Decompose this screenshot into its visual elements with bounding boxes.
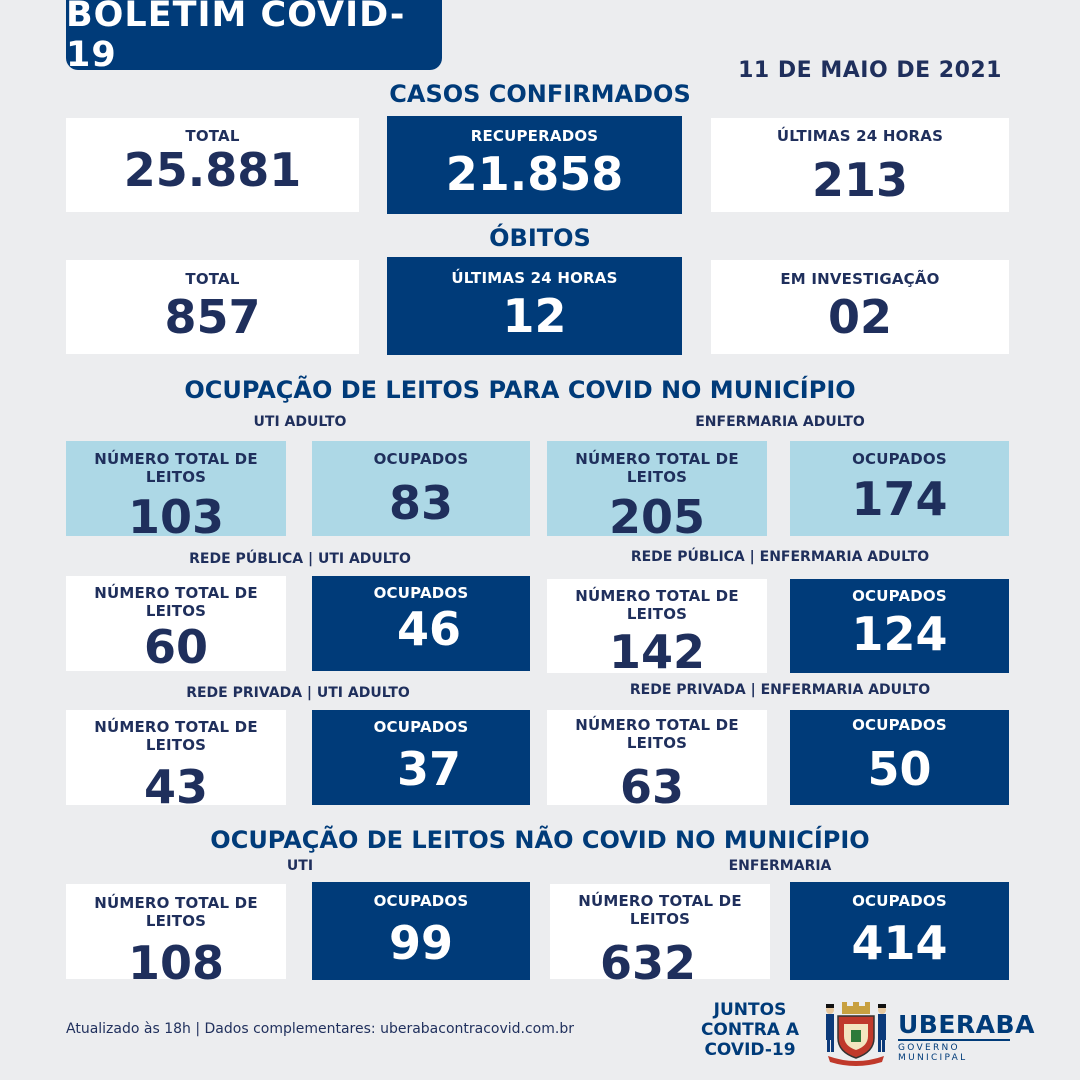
privada-uti-title: REDE PRIVADA | UTI ADULTO bbox=[186, 685, 410, 701]
privada-enf-ocupados-value: 50 bbox=[867, 742, 932, 796]
nao-covid-uti-total-value: 108 bbox=[127, 936, 225, 990]
obitos-investigacao-value: 02 bbox=[827, 290, 892, 344]
obitos-ultimas-value: 12 bbox=[502, 289, 567, 343]
uti-total-card: NÚMERO TOTAL DE LEITOS 103 bbox=[66, 441, 286, 540]
nao-covid-enf-total-value: 632 bbox=[599, 936, 697, 990]
casos-title: CASOS CONFIRMADOS bbox=[389, 80, 691, 108]
publica-uti-ocupados-label: OCUPADOS bbox=[373, 584, 469, 602]
publica-uti-ocupados-card: OCUPADOS 46 bbox=[312, 576, 530, 671]
publica-uti-total-value: 60 bbox=[143, 620, 208, 674]
covid-leitos-title: OCUPAÇÃO DE LEITOS PARA COVID NO MUNICÍP… bbox=[184, 376, 856, 404]
juntos-line-2: CONTRA A bbox=[700, 1020, 800, 1040]
nao-covid-enf-ocupados-label: OCUPADOS bbox=[852, 892, 947, 910]
obitos-total-value: 857 bbox=[164, 290, 261, 344]
casos-recuperados-label: RECUPERADOS bbox=[470, 127, 599, 145]
nao-covid-enf-total-label: NÚMERO TOTAL DE LEITOS bbox=[578, 892, 742, 928]
obitos-ultimas-label: ÚLTIMAS 24 HORAS bbox=[451, 269, 618, 287]
publica-enf-total-card: NÚMERO TOTAL DE LEITOS 142 bbox=[547, 579, 767, 679]
publica-enf-total-value: 142 bbox=[608, 625, 706, 679]
obitos-ultimas-card: ÚLTIMAS 24 HORAS 12 bbox=[387, 257, 682, 355]
publica-enf-ocupados-label: OCUPADOS bbox=[852, 587, 947, 605]
privada-enf-ocupados-label: OCUPADOS bbox=[852, 716, 947, 734]
privada-uti-ocupados-label: OCUPADOS bbox=[373, 718, 469, 736]
nao-covid-uti-title: UTI bbox=[286, 858, 314, 874]
uti-adulto-title: UTI ADULTO bbox=[253, 414, 347, 430]
privada-enf-title: REDE PRIVADA | ENFERMARIA ADULTO bbox=[629, 682, 931, 698]
enf-ocupados-value: 174 bbox=[851, 472, 948, 526]
nao-covid-enf-ocupados-card: OCUPADOS 414 bbox=[790, 882, 1009, 980]
privada-enf-total-card: NÚMERO TOTAL DE LEITOS 63 bbox=[547, 710, 767, 810]
uti-total-label: NÚMERO TOTAL DE LEITOS bbox=[94, 450, 258, 486]
publica-uti-total-label: NÚMERO TOTAL DE LEITOS bbox=[94, 584, 258, 620]
casos-total-label: TOTAL bbox=[185, 127, 240, 145]
casos-recuperados-value: 21.858 bbox=[445, 147, 624, 201]
privada-enf-total-value: 63 bbox=[619, 760, 684, 814]
nao-covid-uti-total-label: NÚMERO TOTAL DE LEITOS bbox=[94, 894, 258, 930]
juntos-line-3: COVID-19 bbox=[704, 1040, 796, 1060]
nao-covid-uti-ocupados-card: OCUPADOS 99 bbox=[312, 882, 530, 980]
bulletin-date: 11 DE MAIO DE 2021 bbox=[738, 58, 1002, 83]
juntos-line-1: JUNTOS bbox=[713, 1000, 787, 1020]
uti-total-value: 103 bbox=[127, 490, 225, 544]
nao-covid-enf-title: ENFERMARIA bbox=[728, 858, 832, 874]
privada-uti-ocupados-value: 37 bbox=[396, 742, 461, 796]
enf-total-card: NÚMERO TOTAL DE LEITOS 205 bbox=[547, 441, 767, 540]
enf-total-label: NÚMERO TOTAL DE LEITOS bbox=[575, 450, 739, 486]
governo-municipal-label: GOVERNO MUNICIPAL bbox=[898, 1039, 1010, 1063]
publica-enf-ocupados-card: OCUPADOS 124 bbox=[790, 579, 1009, 673]
juntos-contra-covid-logo: JUNTOS CONTRA A COVID-19 bbox=[700, 1000, 800, 1060]
casos-recuperados-card: RECUPERADOS 21.858 bbox=[387, 116, 682, 214]
publica-enf-title: REDE PÚBLICA | ENFERMARIA ADULTO bbox=[630, 549, 930, 565]
coat-of-arms-icon bbox=[820, 1000, 892, 1066]
casos-ultimas-value: 213 bbox=[811, 153, 909, 207]
uti-ocupados-label: OCUPADOS bbox=[373, 450, 469, 468]
publica-uti-total-card: NÚMERO TOTAL DE LEITOS 60 bbox=[66, 576, 286, 671]
publica-uti-ocupados-value: 46 bbox=[396, 602, 461, 656]
obitos-total-card: TOTAL 857 bbox=[66, 260, 359, 354]
enfermaria-adulto-title: ENFERMARIA ADULTO bbox=[695, 414, 865, 430]
publica-enf-total-label: NÚMERO TOTAL DE LEITOS bbox=[575, 587, 739, 623]
publica-enf-ocupados-value: 124 bbox=[851, 607, 948, 661]
enf-ocupados-card: OCUPADOS 174 bbox=[790, 441, 1009, 536]
casos-total-card: TOTAL 25.881 bbox=[66, 118, 359, 212]
privada-uti-total-value: 43 bbox=[143, 760, 208, 814]
obitos-total-label: TOTAL bbox=[185, 270, 240, 288]
obitos-title: ÓBITOS bbox=[489, 224, 591, 252]
enf-total-value: 205 bbox=[608, 490, 706, 544]
obitos-investigacao-card: EM INVESTIGAÇÃO 02 bbox=[711, 260, 1009, 354]
casos-ultimas-card: ÚLTIMAS 24 HORAS 213 bbox=[711, 118, 1009, 212]
privada-enf-total-label: NÚMERO TOTAL DE LEITOS bbox=[575, 716, 739, 752]
nao-covid-enf-total-card: NÚMERO TOTAL DE LEITOS 632 bbox=[550, 884, 770, 986]
nao-covid-enf-ocupados-value: 414 bbox=[851, 916, 948, 970]
casos-ultimas-label: ÚLTIMAS 24 HORAS bbox=[776, 127, 944, 145]
uti-ocupados-card: OCUPADOS 83 bbox=[312, 441, 530, 536]
obitos-investigacao-label: EM INVESTIGAÇÃO bbox=[780, 270, 940, 288]
privada-uti-total-label: NÚMERO TOTAL DE LEITOS bbox=[94, 718, 258, 754]
enf-ocupados-label: OCUPADOS bbox=[852, 450, 947, 468]
casos-total-value: 25.881 bbox=[123, 143, 302, 197]
nao-covid-uti-total-card: NÚMERO TOTAL DE LEITOS 108 bbox=[66, 884, 286, 986]
privada-enf-ocupados-card: OCUPADOS 50 bbox=[790, 710, 1009, 805]
nao-covid-uti-ocupados-value: 99 bbox=[388, 916, 453, 970]
city-name: UBERABA bbox=[898, 1010, 1035, 1039]
publica-uti-title: REDE PÚBLICA | UTI ADULTO bbox=[189, 551, 411, 567]
privada-uti-ocupados-card: OCUPADOS 37 bbox=[312, 710, 530, 805]
privada-uti-total-card: NÚMERO TOTAL DE LEITOS 43 bbox=[66, 710, 286, 810]
bulletin-title: BOLETIM COVID-19 bbox=[66, 0, 442, 75]
uti-ocupados-value: 83 bbox=[388, 476, 453, 530]
nao-covid-title: OCUPAÇÃO DE LEITOS NÃO COVID NO MUNICÍPI… bbox=[210, 826, 870, 854]
nao-covid-uti-ocupados-label: OCUPADOS bbox=[373, 892, 469, 910]
footer-note: Atualizado às 18h | Dados complementares… bbox=[66, 1021, 574, 1037]
